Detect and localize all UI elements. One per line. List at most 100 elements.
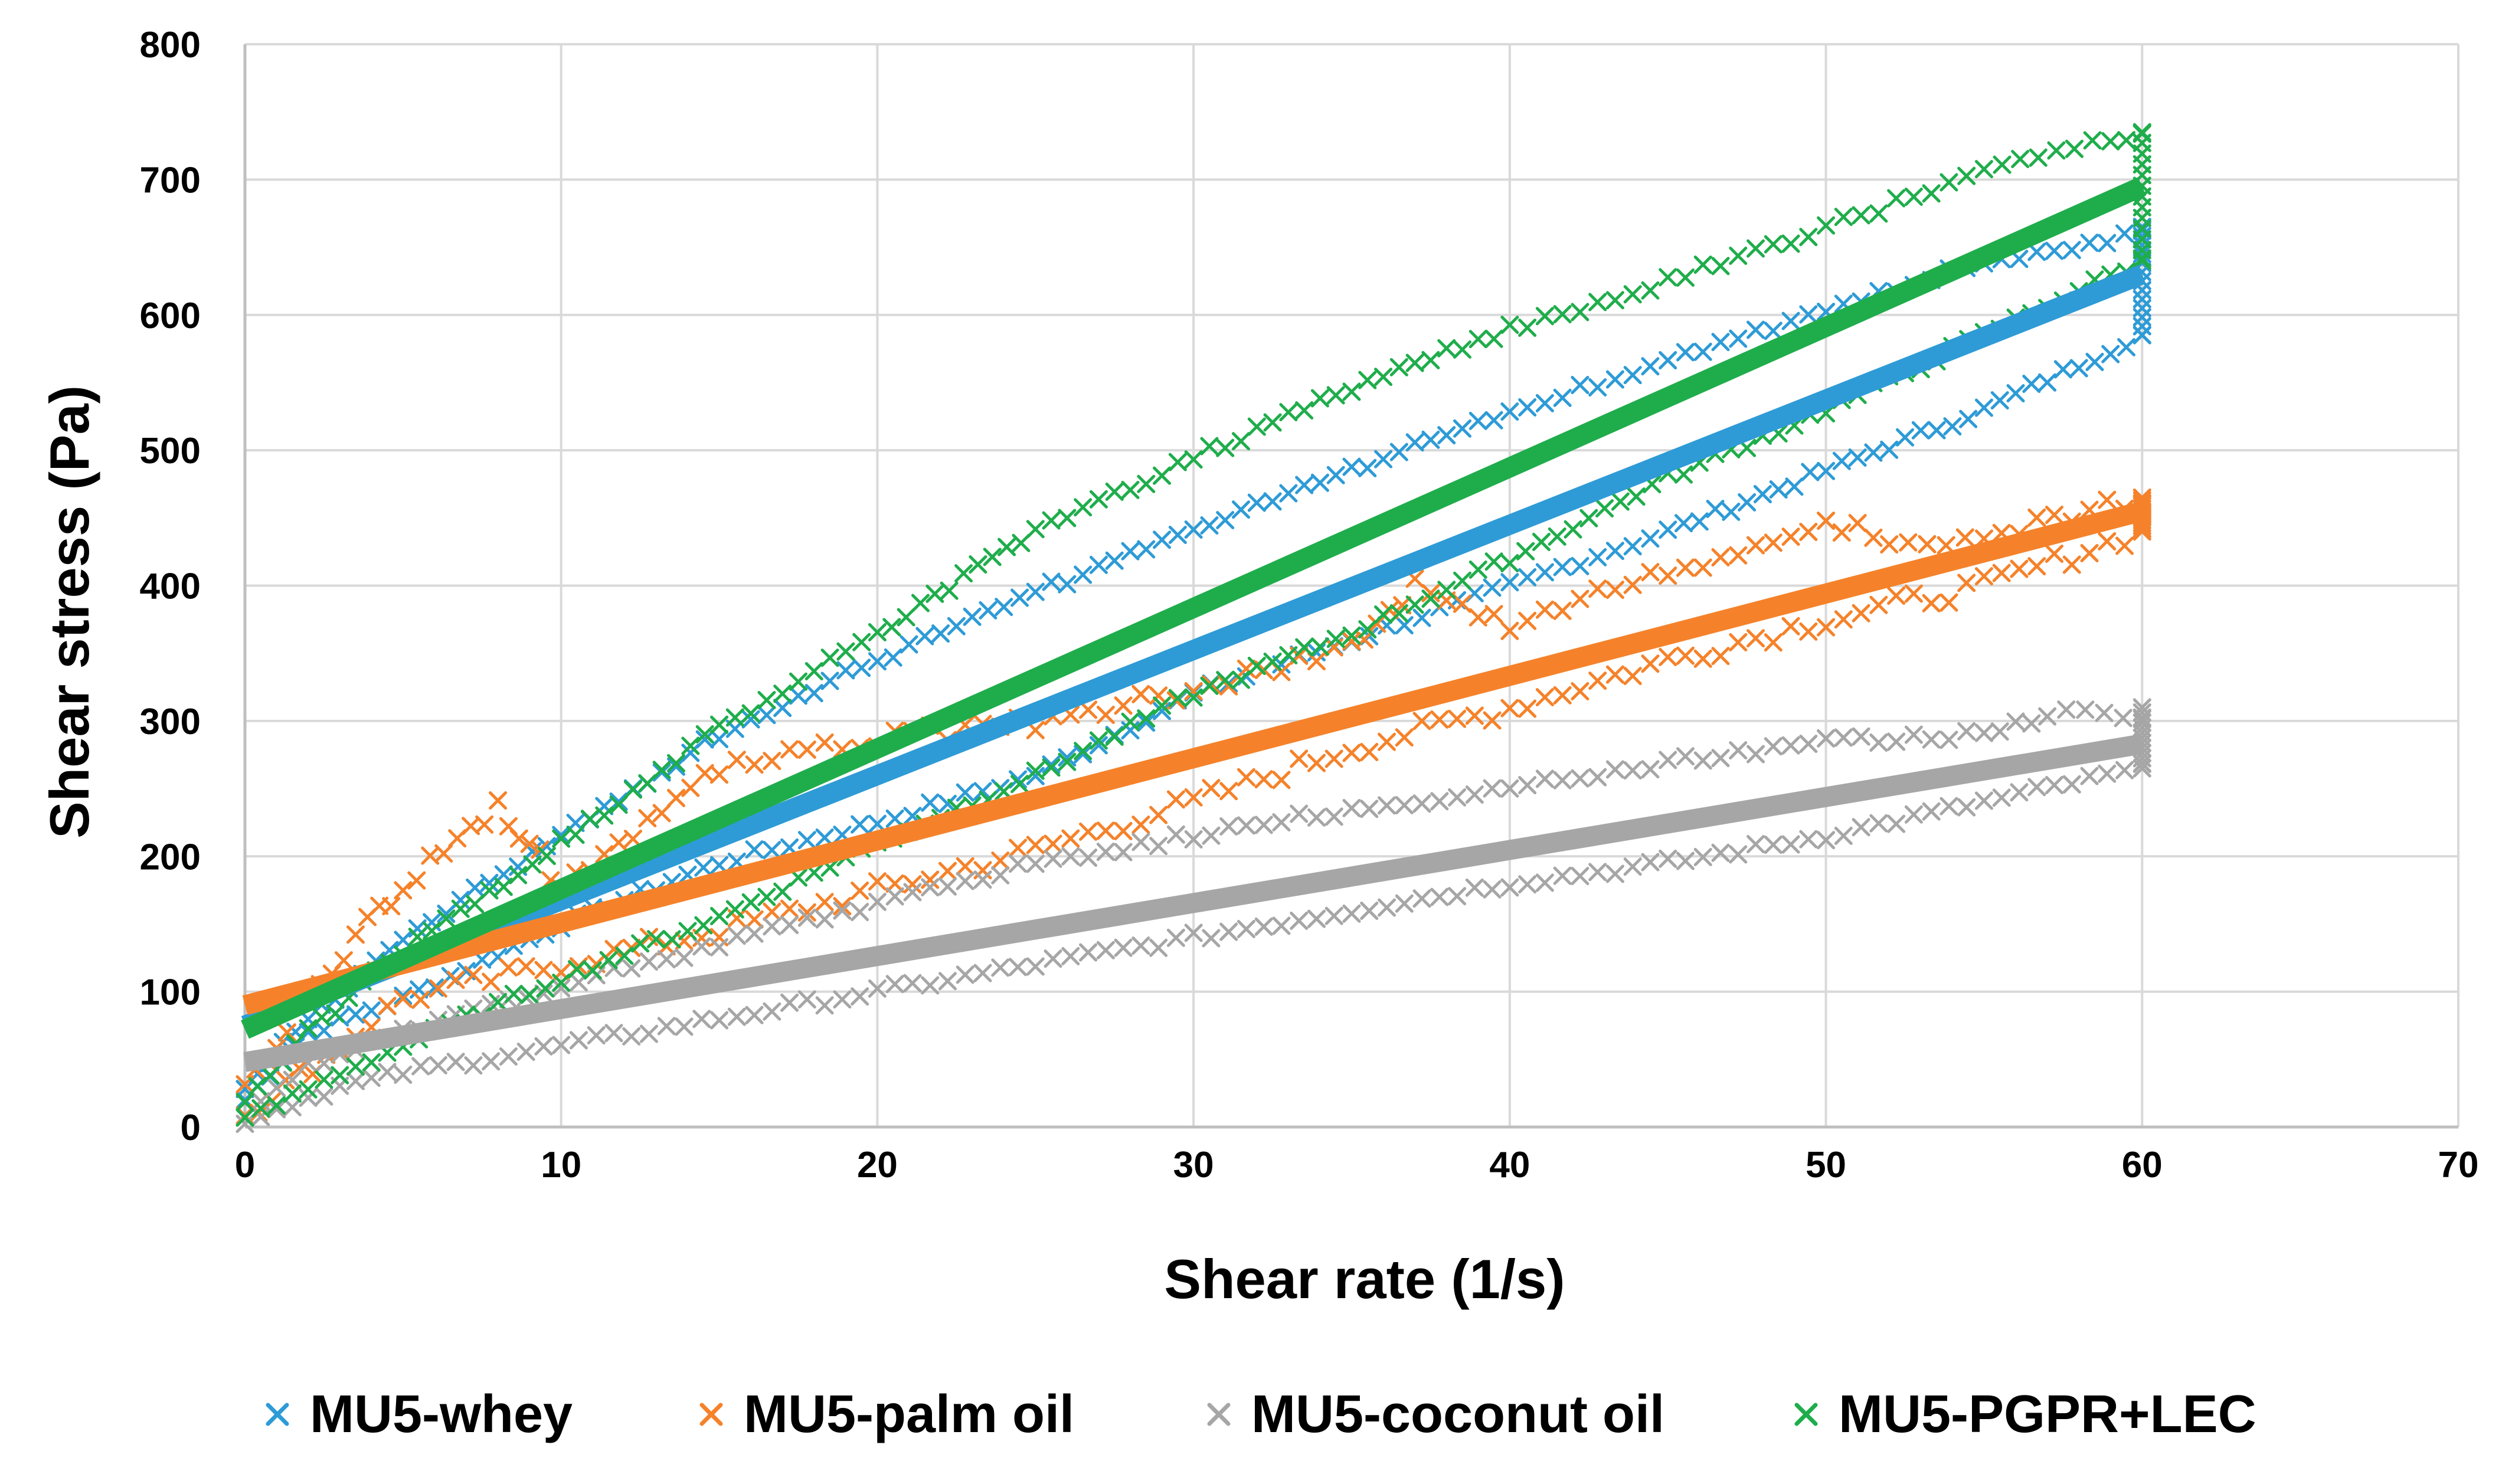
data-point — [1880, 440, 1899, 459]
data-point — [1959, 410, 1978, 428]
data-point — [1042, 572, 1061, 591]
data-point — [1659, 849, 1677, 868]
data-point — [1219, 922, 1238, 941]
data-point — [2083, 131, 2102, 150]
data-point — [1553, 686, 1572, 705]
data-point — [1232, 500, 1250, 519]
data-point — [2114, 709, 2133, 728]
data-point — [780, 899, 799, 918]
data-point — [499, 817, 518, 836]
data-point — [599, 951, 618, 969]
data-point — [437, 909, 456, 928]
data-point — [346, 1072, 365, 1090]
data-point — [1605, 542, 1624, 561]
data-point — [1864, 443, 1883, 462]
data-point — [931, 624, 950, 643]
data-point — [1571, 303, 1589, 322]
data-point — [1263, 413, 1282, 432]
data-point — [1729, 546, 1748, 565]
data-point — [681, 736, 700, 755]
data-point — [915, 627, 934, 646]
data-point — [1469, 608, 1487, 627]
data-point — [1202, 826, 1221, 845]
data-point — [991, 958, 1010, 977]
data-point — [2098, 234, 2117, 253]
data-point — [1595, 499, 1614, 518]
data-point — [312, 1008, 331, 1027]
data-point — [695, 725, 714, 744]
data-point — [1674, 465, 1693, 484]
data-point — [1395, 616, 1414, 635]
data-point — [780, 740, 799, 759]
data-point — [2098, 490, 2117, 509]
x-tick-label: 20 — [857, 1145, 898, 1185]
data-point — [236, 1093, 254, 1112]
data-point — [1623, 575, 1642, 594]
data-point — [251, 1099, 270, 1118]
data-point — [2045, 775, 2063, 794]
data-point — [1131, 684, 1150, 703]
data-point — [1079, 822, 1098, 841]
x-tick-label: 40 — [1489, 1145, 1530, 1185]
x-axis-title: Shear rate (1/s) — [1164, 1248, 1565, 1310]
data-point — [1848, 514, 1867, 533]
data-point — [1500, 878, 1519, 897]
data-point — [1605, 291, 1624, 310]
data-point — [1010, 775, 1029, 794]
legend-label: MU5-coconut oil — [1251, 1385, 1664, 1444]
data-point — [480, 881, 499, 900]
data-point — [1448, 788, 1467, 807]
data-point — [1430, 710, 1449, 729]
data-point — [1096, 706, 1115, 725]
data-point — [1571, 376, 1589, 395]
data-point — [2133, 123, 2151, 142]
data-point — [1089, 736, 1108, 755]
data-point — [1096, 941, 1115, 959]
data-point — [1747, 536, 1765, 555]
trendline-MU5-PGPR+LEC — [241, 177, 2147, 1039]
data-point — [646, 930, 665, 949]
data-point — [991, 851, 1010, 870]
data-point — [1307, 754, 1326, 772]
x-tick-label: 70 — [2438, 1145, 2479, 1185]
data-point — [903, 974, 922, 992]
data-point — [1781, 234, 1800, 253]
data-point — [1131, 833, 1150, 851]
y-tick-label: 600 — [140, 296, 201, 336]
data-point — [900, 635, 918, 654]
data-point — [1044, 849, 1062, 868]
data-point — [1074, 498, 1093, 517]
data-point — [1605, 760, 1624, 779]
data-point — [745, 924, 764, 943]
data-point — [1711, 749, 1730, 768]
data-point — [851, 987, 869, 1006]
data-point — [1623, 537, 1642, 556]
data-point — [1263, 653, 1282, 671]
data-point — [1079, 849, 1098, 867]
data-point — [1799, 830, 1818, 849]
legend-marker — [1794, 1403, 1818, 1426]
data-point — [833, 990, 852, 1009]
data-point — [1009, 838, 1028, 857]
data-point — [1395, 796, 1414, 815]
data-point — [1799, 305, 1818, 324]
data-point — [1693, 649, 1712, 668]
data-point — [1500, 402, 1519, 421]
data-point — [1184, 450, 1203, 469]
data-point — [884, 648, 902, 667]
data-point — [963, 607, 982, 626]
data-point — [1202, 929, 1221, 948]
data-point — [1465, 878, 1484, 897]
data-point — [1121, 712, 1140, 731]
x-tick-label: 0 — [235, 1145, 255, 1185]
data-point — [1659, 647, 1677, 666]
data-point — [710, 765, 729, 784]
data-point — [1500, 573, 1519, 592]
data-point — [1342, 626, 1361, 645]
data-point — [956, 857, 974, 876]
legend: MU5-whey MU5-palm oil MU5-coconut oil MU5-P… — [266, 1385, 2256, 1444]
data-point — [1374, 450, 1393, 469]
data-point — [1641, 357, 1660, 376]
